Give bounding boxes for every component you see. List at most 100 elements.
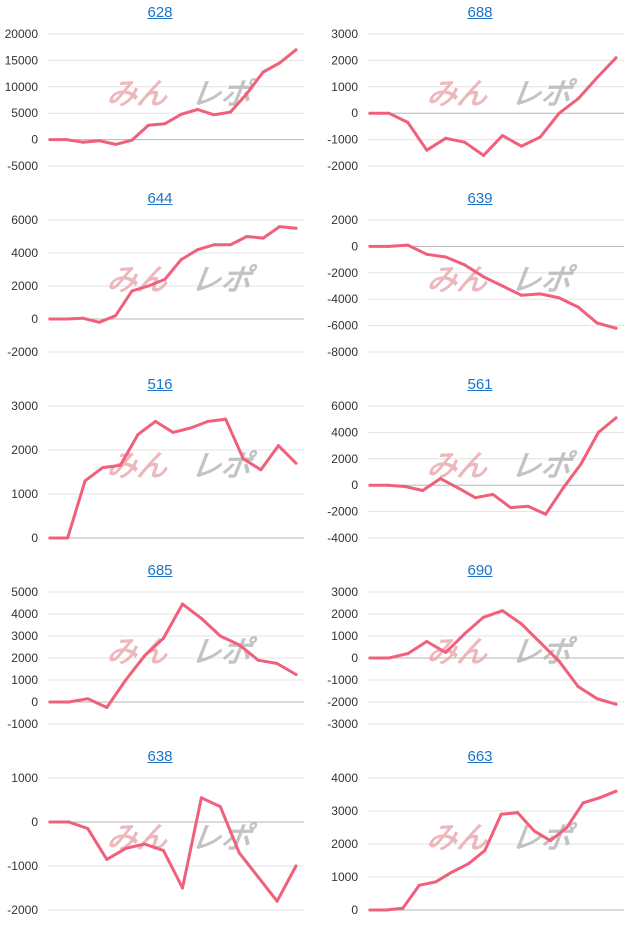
data-point bbox=[146, 284, 150, 288]
data-point bbox=[199, 616, 203, 620]
data-point bbox=[519, 144, 523, 148]
watermark-text: レポ bbox=[509, 635, 579, 670]
chart-plot: 6000 4000 2000 0 -2000 みん レポ bbox=[7, 213, 304, 359]
data-point bbox=[256, 658, 260, 662]
data-point bbox=[499, 812, 503, 816]
chart-title-link[interactable]: 628 bbox=[147, 4, 173, 21]
data-point bbox=[519, 293, 523, 297]
data-point bbox=[179, 112, 183, 116]
data-point bbox=[595, 697, 599, 701]
y-tick-label: 0 bbox=[351, 651, 358, 665]
y-tick-label: -8000 bbox=[327, 345, 358, 359]
watermark-text: レポ bbox=[509, 449, 579, 484]
y-tick-label: 4000 bbox=[11, 607, 38, 621]
data-point bbox=[261, 70, 265, 74]
data-point bbox=[544, 512, 548, 516]
y-tick-label: 1000 bbox=[331, 870, 358, 884]
data-point bbox=[196, 248, 200, 252]
data-point bbox=[483, 849, 487, 853]
watermark-text: レポ bbox=[189, 263, 259, 298]
data-point bbox=[101, 466, 105, 470]
chart-plot: 2000 0 -2000 -4000 -6000 -8000 みん レポ bbox=[327, 213, 624, 359]
data-point bbox=[86, 827, 90, 831]
chart-panel-628: 628 20000 15000 10000 5000 0 -5000 みん レポ bbox=[0, 0, 320, 186]
y-tick-label: 3000 bbox=[11, 399, 38, 413]
data-point bbox=[124, 846, 128, 850]
watermark-text: レポ bbox=[189, 449, 259, 484]
data-point bbox=[482, 153, 486, 157]
chart-panel-685: 685 5000 4000 3000 2000 1000 0 -1000 みん レポ bbox=[0, 558, 320, 744]
data-point bbox=[224, 417, 228, 421]
data-point bbox=[228, 110, 232, 114]
watermark-text: みん bbox=[425, 77, 491, 112]
data-point bbox=[48, 317, 52, 321]
data-point bbox=[48, 820, 52, 824]
data-point bbox=[212, 113, 216, 117]
data-point bbox=[153, 419, 157, 423]
watermark: みん レポ bbox=[425, 449, 579, 484]
y-tick-label: 4000 bbox=[11, 246, 38, 260]
y-tick-label: 10000 bbox=[5, 80, 39, 94]
data-point bbox=[136, 433, 140, 437]
data-point bbox=[434, 880, 438, 884]
y-tick-label: 1000 bbox=[11, 673, 38, 687]
y-tick-label: 5000 bbox=[11, 106, 38, 120]
chart-title-link[interactable]: 644 bbox=[147, 190, 173, 207]
chart-panel-639: 639 2000 0 -2000 -4000 -6000 -8000 みん レポ bbox=[320, 186, 640, 372]
chart-panel-690: 690 3000 2000 1000 0 -1000 -2000 -3000 みん レポ bbox=[320, 558, 640, 744]
chart-title-link[interactable]: 663 bbox=[467, 748, 493, 765]
data-point bbox=[561, 486, 565, 490]
chart-plot: 3000 2000 1000 0 -1000 -2000 みん レポ bbox=[327, 27, 624, 173]
data-point bbox=[444, 651, 448, 654]
data-point bbox=[294, 673, 298, 676]
data-point bbox=[278, 61, 282, 65]
data-point bbox=[456, 486, 460, 490]
data-point bbox=[86, 697, 90, 701]
data-point bbox=[425, 252, 429, 256]
data-point bbox=[196, 108, 200, 112]
data-point bbox=[278, 225, 282, 229]
data-point bbox=[294, 48, 298, 52]
chart-panel-663: 663 4000 3000 2000 1000 0 みん レポ bbox=[320, 744, 640, 930]
y-tick-label: 3000 bbox=[331, 27, 358, 41]
data-point bbox=[406, 652, 410, 656]
data-point bbox=[162, 849, 166, 853]
y-tick-label: 0 bbox=[31, 531, 38, 545]
chart-plot: 5000 4000 3000 2000 1000 0 -1000 みん レポ bbox=[7, 585, 304, 731]
chart-title-link[interactable]: 688 bbox=[467, 4, 493, 21]
chart-plot: 1000 0 -1000 -2000 みん レポ bbox=[7, 771, 304, 917]
data-point bbox=[143, 654, 147, 658]
data-point bbox=[401, 906, 405, 910]
data-point bbox=[162, 636, 166, 640]
data-point bbox=[130, 138, 134, 142]
data-point bbox=[237, 851, 241, 855]
y-tick-label: -3000 bbox=[327, 717, 358, 731]
data-point bbox=[387, 656, 391, 660]
data-point bbox=[143, 842, 147, 846]
data-point bbox=[245, 92, 249, 96]
data-point bbox=[425, 148, 429, 152]
chart-title-link[interactable]: 561 bbox=[467, 376, 493, 393]
chart-title-link[interactable]: 685 bbox=[147, 562, 173, 579]
series-line bbox=[48, 796, 298, 903]
y-tick-label: 2000 bbox=[331, 452, 358, 466]
data-point bbox=[206, 419, 210, 423]
chart-title-link[interactable]: 690 bbox=[467, 562, 493, 579]
data-point bbox=[538, 135, 542, 139]
chart-title-link[interactable]: 639 bbox=[467, 190, 493, 207]
series-line bbox=[368, 243, 618, 330]
chart-title-link[interactable]: 516 bbox=[147, 376, 173, 393]
chart-title-link[interactable]: 638 bbox=[147, 748, 173, 765]
data-point bbox=[614, 702, 618, 706]
data-point bbox=[406, 243, 410, 247]
watermark: みん レポ bbox=[425, 821, 579, 856]
y-tick-label: 0 bbox=[31, 695, 38, 709]
series-line bbox=[368, 789, 618, 912]
watermark: みん レポ bbox=[105, 635, 259, 670]
data-point bbox=[228, 243, 232, 247]
series-line bbox=[48, 602, 298, 709]
data-point bbox=[368, 656, 372, 660]
data-point bbox=[500, 609, 504, 613]
watermark: みん レポ bbox=[425, 77, 579, 112]
